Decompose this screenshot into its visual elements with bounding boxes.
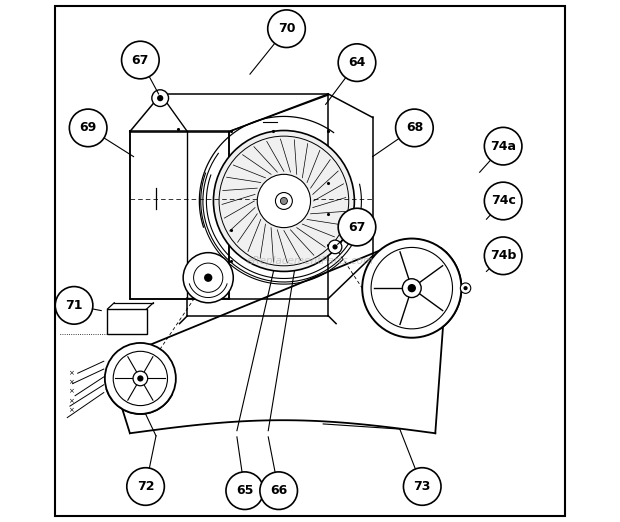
Text: 70: 70 [278,22,295,35]
Circle shape [464,286,467,290]
Circle shape [204,274,213,282]
Circle shape [126,468,164,505]
Text: 74a: 74a [490,140,516,152]
Circle shape [122,41,159,79]
Bar [107,309,146,334]
Circle shape [396,109,433,147]
Circle shape [226,472,264,509]
Text: 68: 68 [405,122,423,134]
Text: ×: × [68,388,74,395]
Circle shape [407,284,416,292]
Text: ×: × [68,407,74,413]
Circle shape [402,279,421,298]
Circle shape [137,375,143,382]
Text: 74b: 74b [490,250,516,262]
Circle shape [275,193,293,209]
Text: 66: 66 [270,484,287,497]
Circle shape [484,182,522,220]
Text: eReplacementParts.com: eReplacementParts.com [246,256,374,266]
Text: ×: × [68,398,74,404]
Text: 65: 65 [236,484,254,497]
Text: ×: × [68,379,74,385]
Circle shape [338,44,376,81]
Text: 67: 67 [348,221,366,233]
Text: 67: 67 [131,54,149,66]
Circle shape [105,343,176,414]
Circle shape [260,472,298,509]
Circle shape [157,95,163,101]
Circle shape [338,208,376,246]
Circle shape [460,283,471,293]
Circle shape [55,287,93,324]
Circle shape [484,237,522,275]
Text: ×: × [68,370,74,376]
Circle shape [268,10,305,48]
Circle shape [133,371,148,386]
Text: 71: 71 [65,299,83,312]
Circle shape [69,109,107,147]
Circle shape [280,197,288,205]
Circle shape [152,90,169,106]
Circle shape [332,244,338,250]
Circle shape [257,174,311,228]
Text: 72: 72 [137,480,154,493]
Circle shape [213,130,355,271]
Text: 73: 73 [414,480,431,493]
Text: 69: 69 [79,122,97,134]
Circle shape [484,127,522,165]
Circle shape [328,240,342,254]
Circle shape [362,239,461,338]
Circle shape [183,253,233,303]
Circle shape [404,468,441,505]
Text: 64: 64 [348,56,366,69]
Text: 74c: 74c [490,195,516,207]
